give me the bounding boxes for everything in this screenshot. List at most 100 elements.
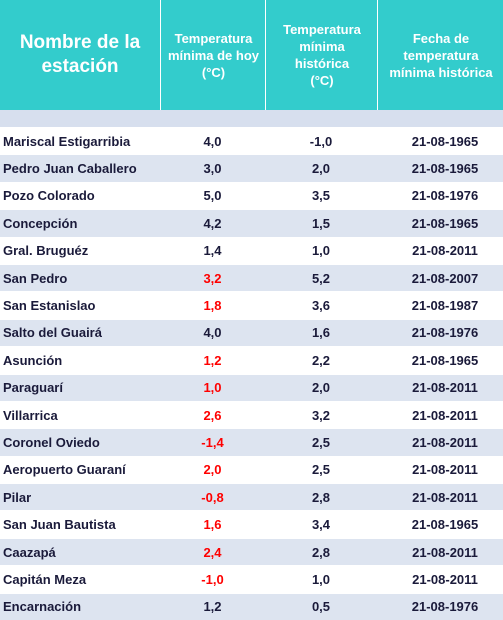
header-station: Nombre de la estación xyxy=(19,32,141,77)
today-min-cell: 5,0 xyxy=(160,181,265,210)
historic-date-cell: 21-08-1965 xyxy=(377,510,503,539)
station-name-cell: Pedro Juan Caballero xyxy=(0,154,160,183)
historic-date-cell: 21-08-2011 xyxy=(377,373,503,402)
historic-min-cell: 3,6 xyxy=(265,291,377,320)
table-row: Paraguarí 1,0 2,0 21-08-2011 xyxy=(0,373,503,402)
station-name-cell: Coronel Oviedo xyxy=(0,428,160,457)
today-min-cell: 4,0 xyxy=(160,318,265,347)
station-name-cell: Caazapá xyxy=(0,537,160,566)
historic-date-cell: 21-08-1965 xyxy=(377,209,503,238)
station-name-cell: Salto del Guairá xyxy=(0,318,160,347)
today-min-cell: 4,2 xyxy=(160,209,265,238)
historic-date-cell: 21-08-2011 xyxy=(377,483,503,511)
today-min-cell: -1,4 xyxy=(160,428,265,457)
today-min-cell: 1,2 xyxy=(160,346,265,375)
table-row: Salto del Guairá 4,0 1,6 21-08-1976 xyxy=(0,318,503,347)
table-row: Gral. Bruguéz 1,4 1,0 21-08-2011 xyxy=(0,236,503,265)
today-min-cell: 4,0 xyxy=(160,126,265,155)
station-name-cell: Paraguarí xyxy=(0,373,160,402)
today-min-cell: 2,6 xyxy=(160,400,265,429)
table-row: Mariscal Estigarribia 4,0 -1,0 21-08-1965 xyxy=(0,126,503,155)
historic-date-cell: 21-08-1976 xyxy=(377,181,503,210)
header-divider xyxy=(377,0,378,110)
station-name-cell: Concepción xyxy=(0,209,160,238)
historic-min-cell: 3,4 xyxy=(265,510,377,539)
historic-date-cell: 21-08-2011 xyxy=(377,236,503,265)
table-row: Pilar -0,8 2,8 21-08-2011 xyxy=(0,483,503,511)
historic-min-cell: 2,8 xyxy=(265,537,377,566)
table-row: San Estanislao 1,8 3,6 21-08-1987 xyxy=(0,291,503,320)
table-header: Nombre de la estación Temperatura mínima… xyxy=(0,0,503,110)
today-min-cell: 1,6 xyxy=(160,510,265,539)
historic-date-cell: 21-08-2011 xyxy=(377,400,503,429)
historic-min-cell: 2,5 xyxy=(265,428,377,457)
historic-min-cell: 1,0 xyxy=(265,565,377,594)
table-row: Caazapá 2,4 2,8 21-08-2011 xyxy=(0,537,503,566)
today-min-cell: 1,4 xyxy=(160,236,265,265)
station-name-cell: Asunción xyxy=(0,346,160,375)
today-min-cell: -1,0 xyxy=(160,565,265,594)
table-row: San Pedro 3,2 5,2 21-08-2007 xyxy=(0,263,503,292)
historic-date-cell: 21-08-2011 xyxy=(377,455,503,484)
table-row: Asunción 1,2 2,2 21-08-1965 xyxy=(0,346,503,375)
today-min-cell: 3,0 xyxy=(160,154,265,183)
table-row: San Juan Bautista 1,6 3,4 21-08-1965 xyxy=(0,510,503,539)
historic-min-cell: 2,5 xyxy=(265,455,377,484)
header-divider xyxy=(265,0,266,110)
historic-min-cell: 3,2 xyxy=(265,400,377,429)
header-divider xyxy=(160,0,161,110)
table-row: Capitán Meza -1,0 1,0 21-08-2011 xyxy=(0,565,503,594)
table-row: Aeropuerto Guaraní 2,0 2,5 21-08-2011 xyxy=(0,455,503,484)
header-historic-date: Fecha de temperatura mínima histórica xyxy=(389,30,493,80)
table-row: Villarrica 2,6 3,2 21-08-2011 xyxy=(0,400,503,429)
today-min-cell: -0,8 xyxy=(160,483,265,511)
data-table: Mariscal Estigarribia 4,0 -1,0 21-08-1965 Pe… xyxy=(0,126,503,620)
historic-min-cell: 2,0 xyxy=(265,373,377,402)
today-min-cell: 2,4 xyxy=(160,537,265,566)
today-min-cell: 1,0 xyxy=(160,373,265,402)
historic-min-cell: 2,0 xyxy=(265,154,377,183)
historic-min-cell: 1,6 xyxy=(265,318,377,347)
today-min-cell: 3,2 xyxy=(160,263,265,292)
today-min-cell: 1,8 xyxy=(160,291,265,320)
station-name-cell: Villarrica xyxy=(0,400,160,429)
header-spacer xyxy=(0,110,503,127)
station-name-cell: Gral. Bruguéz xyxy=(0,236,160,265)
historic-min-cell: 1,0 xyxy=(265,236,377,265)
historic-date-cell: 21-08-2007 xyxy=(377,263,503,292)
historic-date-cell: 21-08-2011 xyxy=(377,537,503,566)
historic-date-cell: 21-08-1976 xyxy=(377,318,503,347)
historic-date-cell: 21-08-1976 xyxy=(377,592,503,620)
station-name-cell: Pilar xyxy=(0,483,160,511)
station-name-cell: Pozo Colorado xyxy=(0,181,160,210)
historic-min-cell: 5,2 xyxy=(265,263,377,292)
historic-min-cell: -1,0 xyxy=(265,126,377,155)
table-row: Concepción 4,2 1,5 21-08-1965 xyxy=(0,209,503,238)
historic-date-cell: 21-08-2011 xyxy=(377,565,503,594)
station-name-cell: San Juan Bautista xyxy=(0,510,160,539)
historic-min-cell: 2,8 xyxy=(265,483,377,511)
today-min-cell: 1,2 xyxy=(160,592,265,620)
historic-min-cell: 2,2 xyxy=(265,346,377,375)
station-name-cell: Encarnación xyxy=(0,592,160,620)
historic-date-cell: 21-08-1965 xyxy=(377,126,503,155)
station-name-cell: Aeropuerto Guaraní xyxy=(0,455,160,484)
historic-min-cell: 0,5 xyxy=(265,592,377,620)
table-row: Encarnación 1,2 0,5 21-08-1976 xyxy=(0,592,503,620)
historic-min-cell: 3,5 xyxy=(265,181,377,210)
header-historic-min: Temperatura mínima histórica (°C) xyxy=(283,22,361,88)
today-min-cell: 2,0 xyxy=(160,455,265,484)
table-row: Pedro Juan Caballero 3,0 2,0 21-08-1965 xyxy=(0,154,503,183)
table-row: Coronel Oviedo -1,4 2,5 21-08-2011 xyxy=(0,428,503,457)
historic-min-cell: 1,5 xyxy=(265,209,377,238)
header-today-min: Temperatura mínima de hoy (°C) xyxy=(167,30,260,80)
station-name-cell: San Pedro xyxy=(0,263,160,292)
station-name-cell: San Estanislao xyxy=(0,291,160,320)
station-name-cell: Capitán Meza xyxy=(0,565,160,594)
historic-date-cell: 21-08-2011 xyxy=(377,428,503,457)
table-row: Pozo Colorado 5,0 3,5 21-08-1976 xyxy=(0,181,503,210)
historic-date-cell: 21-08-1987 xyxy=(377,291,503,320)
historic-date-cell: 21-08-1965 xyxy=(377,154,503,183)
station-name-cell: Mariscal Estigarribia xyxy=(0,126,160,155)
